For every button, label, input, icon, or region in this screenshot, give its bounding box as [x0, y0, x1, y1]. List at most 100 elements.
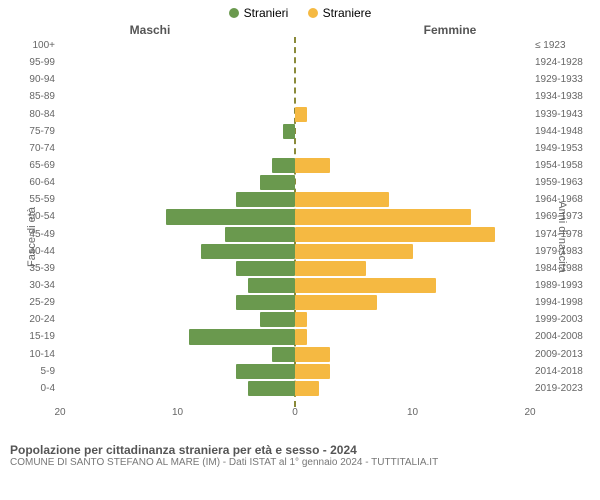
- bar-male-container: [60, 329, 295, 344]
- bar-male: [236, 364, 295, 379]
- birth-label: 1964-1968: [535, 194, 590, 205]
- chart-row: 90-941929-1933: [60, 71, 530, 88]
- birth-label: 1934-1938: [535, 91, 590, 102]
- chart-row: 65-691954-1958: [60, 157, 530, 174]
- chart-row: 20-241999-2003: [60, 311, 530, 328]
- birth-label: 2019-2023: [535, 383, 590, 394]
- bar-male-container: [60, 209, 295, 224]
- bar-male: [236, 192, 295, 207]
- age-label: 60-64: [15, 177, 55, 188]
- bar-male-container: [60, 312, 295, 327]
- bar-female-container: [295, 347, 530, 362]
- column-title-male: Maschi: [0, 23, 300, 37]
- bar-male-container: [60, 295, 295, 310]
- age-label: 70-74: [15, 143, 55, 154]
- age-label: 45-49: [15, 229, 55, 240]
- chart-row: 100+≤ 1923: [60, 37, 530, 54]
- x-tick: 20: [524, 407, 535, 418]
- bar-male-container: [60, 72, 295, 87]
- legend-item-female: Straniere: [308, 6, 372, 20]
- birth-label: ≤ 1923: [535, 40, 590, 51]
- bar-female-container: [295, 295, 530, 310]
- bar-male-container: [60, 175, 295, 190]
- chart-row: 40-441979-1983: [60, 243, 530, 260]
- bar-female: [295, 107, 307, 122]
- bar-female-container: [295, 72, 530, 87]
- bar-male-container: [60, 364, 295, 379]
- column-title-female: Femmine: [300, 23, 600, 37]
- age-label: 85-89: [15, 91, 55, 102]
- bar-male-container: [60, 141, 295, 156]
- chart-row: 55-591964-1968: [60, 191, 530, 208]
- birth-label: 1984-1988: [535, 263, 590, 274]
- bar-male: [166, 209, 295, 224]
- birth-label: 1924-1928: [535, 57, 590, 68]
- bar-male-container: [60, 227, 295, 242]
- bar-female-container: [295, 261, 530, 276]
- bar-male: [236, 295, 295, 310]
- bar-male: [248, 278, 295, 293]
- bar-male: [272, 158, 296, 173]
- bar-male: [283, 124, 295, 139]
- age-label: 0-4: [15, 383, 55, 394]
- legend-label-female: Straniere: [323, 6, 372, 20]
- bar-male: [236, 261, 295, 276]
- x-tick: 10: [172, 407, 183, 418]
- bar-female: [295, 278, 436, 293]
- age-label: 100+: [15, 40, 55, 51]
- bar-female: [295, 261, 366, 276]
- bar-female: [295, 347, 330, 362]
- bar-female: [295, 244, 413, 259]
- bar-male-container: [60, 261, 295, 276]
- birth-label: 1954-1958: [535, 160, 590, 171]
- bar-male-container: [60, 278, 295, 293]
- plot: 100+≤ 192395-991924-192890-941929-193385…: [60, 37, 530, 407]
- bar-female: [295, 381, 319, 396]
- bar-female-container: [295, 244, 530, 259]
- legend-item-male: Stranieri: [229, 6, 289, 20]
- bar-male-container: [60, 89, 295, 104]
- age-label: 90-94: [15, 74, 55, 85]
- birth-label: 1929-1933: [535, 74, 590, 85]
- age-label: 95-99: [15, 57, 55, 68]
- birth-label: 1974-1978: [535, 229, 590, 240]
- bar-female-container: [295, 124, 530, 139]
- bar-male: [225, 227, 296, 242]
- bar-male: [201, 244, 295, 259]
- bar-female: [295, 295, 377, 310]
- bar-female: [295, 192, 389, 207]
- chart-row: 25-291994-1998: [60, 294, 530, 311]
- chart-row: 75-791944-1948: [60, 123, 530, 140]
- bar-female-container: [295, 209, 530, 224]
- bar-female-container: [295, 312, 530, 327]
- birth-label: 1979-1983: [535, 246, 590, 257]
- bar-female-container: [295, 381, 530, 396]
- birth-label: 1959-1963: [535, 177, 590, 188]
- swatch-female: [308, 8, 318, 18]
- bar-male-container: [60, 38, 295, 53]
- bar-female-container: [295, 364, 530, 379]
- bar-male-container: [60, 347, 295, 362]
- age-label: 80-84: [15, 109, 55, 120]
- chart-row: 45-491974-1978: [60, 226, 530, 243]
- legend-label-male: Stranieri: [244, 6, 289, 20]
- age-label: 5-9: [15, 366, 55, 377]
- chart-row: 35-391984-1988: [60, 260, 530, 277]
- bar-female-container: [295, 89, 530, 104]
- bar-female: [295, 227, 495, 242]
- birth-label: 1999-2003: [535, 314, 590, 325]
- age-label: 20-24: [15, 314, 55, 325]
- birth-label: 2009-2013: [535, 349, 590, 360]
- bar-female: [295, 364, 330, 379]
- birth-label: 1989-1993: [535, 280, 590, 291]
- bar-male-container: [60, 158, 295, 173]
- bar-male: [248, 381, 295, 396]
- bar-male: [272, 347, 296, 362]
- chart-row: 60-641959-1963: [60, 174, 530, 191]
- bar-female: [295, 209, 471, 224]
- age-label: 30-34: [15, 280, 55, 291]
- bar-female-container: [295, 107, 530, 122]
- chart-row: 95-991924-1928: [60, 54, 530, 71]
- birth-label: 1949-1953: [535, 143, 590, 154]
- bar-male-container: [60, 381, 295, 396]
